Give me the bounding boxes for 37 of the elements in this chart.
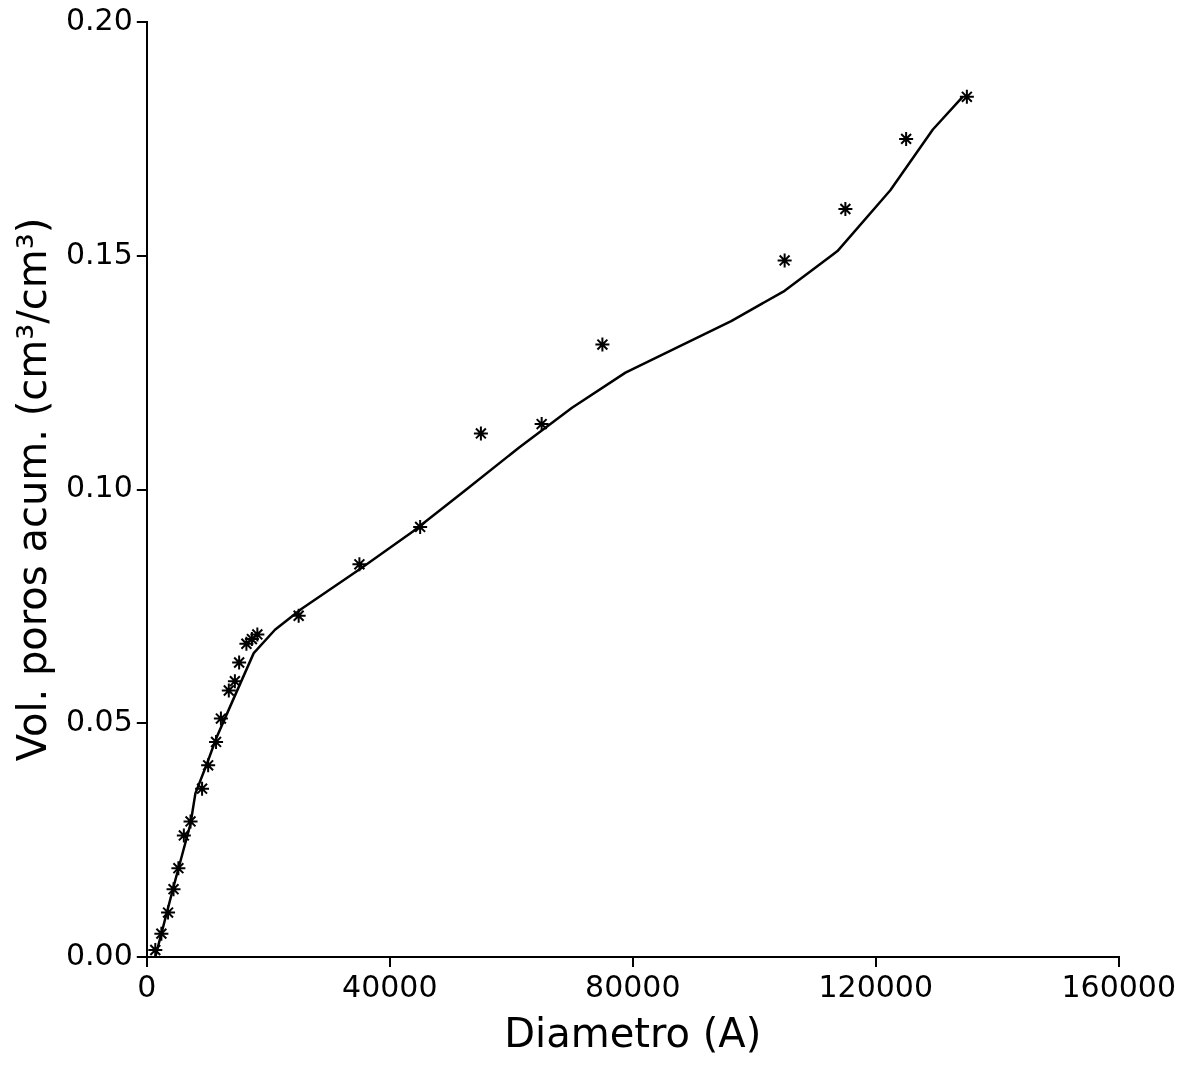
point xyxy=(898,130,915,147)
point xyxy=(594,336,611,353)
x-axis-title: Diametro (A) xyxy=(504,1010,762,1057)
point xyxy=(212,710,229,727)
point xyxy=(412,518,429,535)
point xyxy=(175,827,192,844)
point xyxy=(153,925,170,942)
point xyxy=(231,654,248,671)
point xyxy=(170,860,187,877)
point xyxy=(182,813,199,830)
y-tick-label: 0.10 xyxy=(66,469,133,505)
point xyxy=(226,673,243,690)
x-tick-label: 160000 xyxy=(1061,968,1176,1004)
y-tick-label: 0.05 xyxy=(66,703,133,739)
y-axis-title: Vol. poros acum. (cm³/cm³) xyxy=(9,217,56,762)
point xyxy=(351,556,368,573)
point xyxy=(160,904,177,921)
y-tick-label: 0.15 xyxy=(66,235,133,271)
point xyxy=(290,607,307,624)
point xyxy=(194,780,211,797)
point xyxy=(220,682,237,699)
point xyxy=(165,881,182,898)
point xyxy=(147,941,164,957)
point xyxy=(243,631,260,648)
point xyxy=(238,635,255,652)
x-tick-label: 80000 xyxy=(585,968,681,1004)
y-tick-label: 0.00 xyxy=(66,936,133,972)
x-tick-label: 120000 xyxy=(818,968,934,1004)
point xyxy=(208,733,225,750)
point xyxy=(837,201,854,217)
point xyxy=(776,252,793,269)
point xyxy=(472,425,489,442)
y-tick-label: 0.20 xyxy=(66,1,133,37)
point xyxy=(249,626,266,643)
x-tick-label: 0 xyxy=(137,968,157,1004)
x-tick-label: 40000 xyxy=(342,968,438,1004)
point xyxy=(200,757,217,774)
